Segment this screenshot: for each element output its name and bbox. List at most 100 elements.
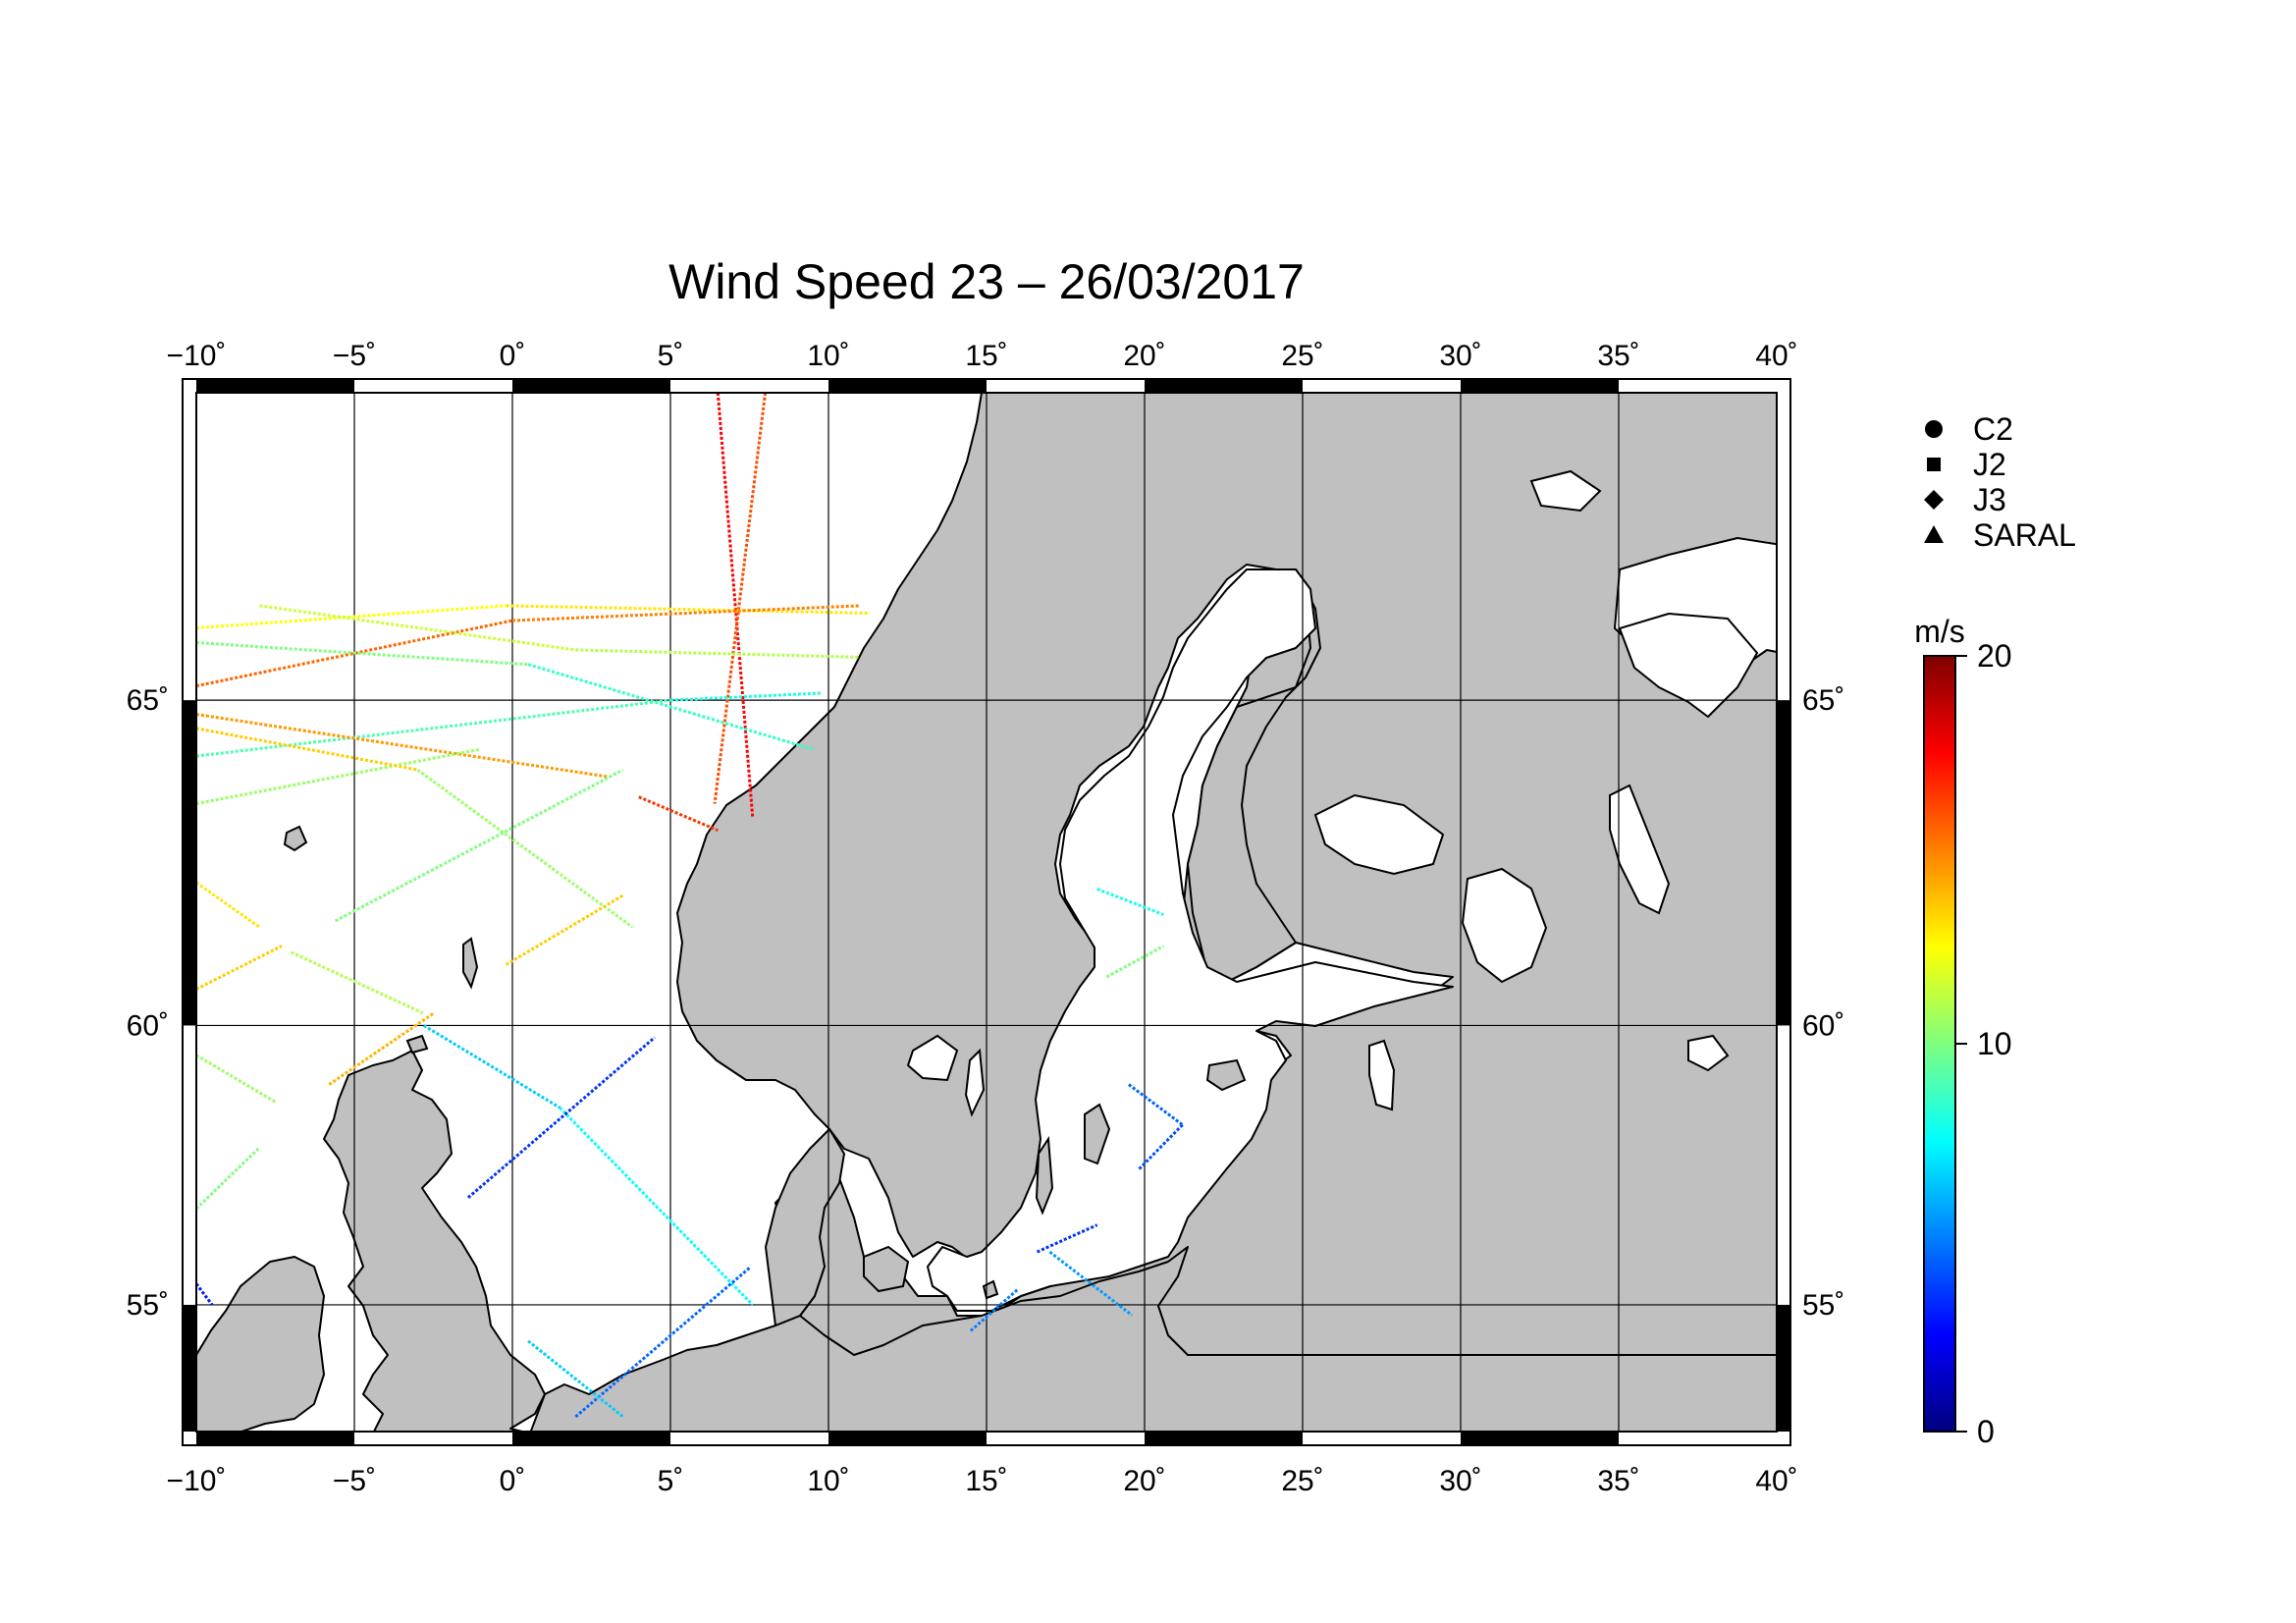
legend-symbol-diamond-icon <box>1924 490 1944 510</box>
track-segment <box>334 768 624 923</box>
colorbar: m/s 0 10 20 <box>1914 614 2011 1449</box>
lon-tick-label-top: 20˚ <box>1123 340 1165 372</box>
frame-bar-bottom <box>1461 1432 1619 1445</box>
lon-tick-label-top: 40˚ <box>1755 340 1797 372</box>
lake-peipus <box>1368 1039 1396 1111</box>
land-shetland <box>462 937 479 990</box>
frame-bar-right <box>1777 1304 1790 1432</box>
track-segment <box>196 747 482 806</box>
land-continent <box>529 1246 1777 1432</box>
track-segment <box>1036 1223 1098 1254</box>
track-segment <box>559 1107 754 1306</box>
lon-tick-label-bottom: 5˚ <box>658 1465 684 1497</box>
lon-tick-label-bottom: 40˚ <box>1755 1465 1797 1497</box>
lake-ilmen <box>1687 1034 1730 1072</box>
satellite-tracks <box>196 393 1184 1419</box>
lon-tick-label-top: 35˚ <box>1597 340 1639 372</box>
track-segment <box>196 881 261 929</box>
track-segment <box>713 393 768 804</box>
lon-tick-label-top: 30˚ <box>1439 340 1481 372</box>
legend-label: SARAL <box>1973 517 2076 553</box>
lon-tick-label-top: 10˚ <box>807 340 849 372</box>
track-segment <box>716 393 755 818</box>
lon-tick-label-bottom: −10˚ <box>167 1465 227 1497</box>
frame-bar-top <box>1461 379 1619 393</box>
frame-bar-top <box>196 379 354 393</box>
track-segment <box>423 1024 561 1109</box>
lon-tick-label-bottom: 20˚ <box>1123 1465 1165 1497</box>
frame-bar-left <box>183 700 196 1026</box>
colorbar-tick-label: 10 <box>1977 1026 2012 1061</box>
track-segment <box>196 945 283 991</box>
lat-tick-label-right: 60˚ <box>1802 1009 1844 1042</box>
track-segment <box>511 604 861 622</box>
track-segment <box>416 768 634 929</box>
colorbar-tick-label: 20 <box>1977 638 2012 674</box>
lon-tick-label-top: 25˚ <box>1281 340 1323 372</box>
lake-saimaa <box>1313 793 1445 876</box>
land-orkney <box>405 1034 429 1055</box>
frame-bar-right <box>1777 700 1790 1026</box>
lon-tick-label-bottom: 30˚ <box>1439 1465 1481 1497</box>
colorbar-unit: m/s <box>1914 614 1965 649</box>
track-segment <box>505 893 624 966</box>
track-segment <box>574 1267 751 1419</box>
legend-label: C2 <box>1973 411 2013 447</box>
lon-tick-label-top: −10˚ <box>167 340 227 372</box>
sea-white-sea <box>1619 613 1758 718</box>
track-segment <box>1105 945 1165 979</box>
legend-symbol-square-icon <box>1927 458 1941 471</box>
track-segment <box>506 604 870 615</box>
land-gotland <box>1084 1103 1111 1165</box>
land-zealand <box>863 1245 910 1293</box>
frame-bar-bottom <box>1145 1432 1303 1445</box>
sea-baltic <box>927 568 1454 1312</box>
lon-tick-label-top: −5˚ <box>333 340 376 372</box>
land-saaremaa <box>1205 1058 1247 1092</box>
track-segment <box>1096 888 1164 916</box>
tick-labels: −10˚ −10˚ −5˚ −5˚ 0˚ 0˚ 5˚ 5˚ 10˚ 10˚ 15˚ 15˚ 20˚ 20˚… <box>127 340 1845 1497</box>
lake-onega <box>1609 784 1671 915</box>
land-oland <box>1035 1136 1054 1216</box>
track-segment <box>196 713 608 779</box>
lat-tick-label-left: 60˚ <box>127 1009 169 1042</box>
track-segment <box>1048 1250 1134 1317</box>
track-segment <box>969 1287 1020 1332</box>
lat-tick-label-right: 65˚ <box>1802 684 1844 717</box>
track-segment <box>259 604 576 652</box>
track-segment <box>527 1339 624 1419</box>
lon-tick-label-top: 5˚ <box>658 340 684 372</box>
frame-bar-bottom <box>512 1432 670 1445</box>
track-segment <box>466 1036 656 1199</box>
track-segment <box>328 1011 435 1086</box>
frame-bar-bottom <box>196 1432 354 1445</box>
lake-ladoga <box>1461 867 1548 984</box>
lon-tick-label-top: 15˚ <box>965 340 1007 372</box>
land-great-britain <box>323 1050 546 1432</box>
lon-tick-label-bottom: −5˚ <box>333 1465 376 1497</box>
lon-tick-label-bottom: 15˚ <box>965 1465 1007 1497</box>
lon-tick-label-bottom: 0˚ <box>500 1465 526 1497</box>
land-ireland <box>196 1256 325 1432</box>
lon-tick-label-bottom: 35˚ <box>1597 1465 1639 1497</box>
lon-tick-label-bottom: 10˚ <box>807 1465 849 1497</box>
track-segment <box>669 691 823 702</box>
frame-bar-top <box>512 379 670 393</box>
legend-symbol-circle-icon <box>1925 420 1943 438</box>
lat-tick-label-left: 55˚ <box>127 1289 169 1322</box>
lake-vattern <box>964 1048 986 1117</box>
track-segment <box>575 648 861 659</box>
frame-bar-top <box>1145 379 1303 393</box>
colorbar-gradient <box>1923 655 1956 1433</box>
lat-tick-label-left: 65˚ <box>127 684 169 717</box>
map-frame <box>182 378 1791 1446</box>
track-segment <box>196 698 671 758</box>
frame-bar-bottom <box>828 1432 987 1445</box>
sea-kandalaksha <box>1529 469 1602 513</box>
lon-tick-label-bottom: 25˚ <box>1281 1465 1323 1497</box>
frame-bar-top <box>828 379 987 393</box>
track-segment <box>638 795 719 833</box>
land-layer <box>196 393 1777 1432</box>
track-segment <box>196 641 529 667</box>
